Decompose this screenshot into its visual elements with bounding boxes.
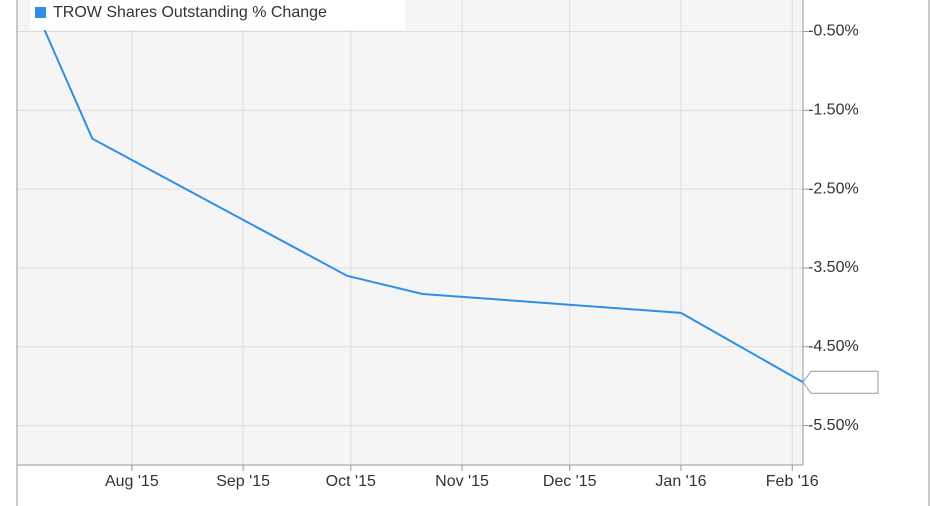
y-tick-label: -3.50% — [808, 259, 859, 276]
series-line — [30, 0, 803, 384]
x-tick-label: Nov '15 — [435, 473, 489, 490]
y-tick-label: -1.50% — [808, 102, 859, 119]
y-tick-label: -2.50% — [808, 180, 859, 197]
x-tick-label: Jan '16 — [655, 473, 706, 490]
legend-box — [30, 0, 405, 30]
x-tick-label: Aug '15 — [105, 473, 159, 490]
x-tick-label: Oct '15 — [326, 473, 376, 490]
x-tick-label: Dec '15 — [543, 473, 597, 490]
x-tick-label: Sep '15 — [216, 473, 270, 490]
value-label-box — [802, 370, 879, 394]
legend-swatch — [35, 7, 46, 18]
y-tick-label: -5.50% — [808, 417, 859, 434]
legend-label: TROW Shares Outstanding % Change — [53, 4, 327, 21]
x-tick-label: Feb '16 — [766, 473, 819, 490]
y-tick-label: -0.50% — [808, 23, 859, 40]
plot-area — [17, 0, 803, 465]
y-tick-label: -4.50% — [808, 338, 859, 355]
